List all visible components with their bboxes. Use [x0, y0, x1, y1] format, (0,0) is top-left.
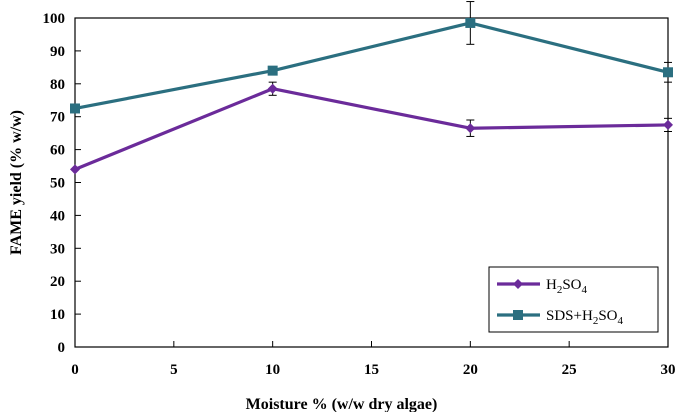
y-tick-label: 40 [50, 208, 65, 224]
series-sds-h2so4 [70, 1, 673, 114]
data-point [267, 65, 278, 76]
data-point [267, 83, 278, 94]
legend-label: H2SO4 [546, 277, 588, 296]
data-point [70, 103, 80, 114]
series-line [74, 87, 669, 171]
y-tick-label: 90 [50, 44, 65, 60]
y-tick-label: 80 [50, 77, 65, 93]
y-tick-label: 10 [50, 307, 65, 323]
y-tick-label: 30 [50, 241, 65, 257]
data-point [465, 17, 476, 28]
data-point [663, 67, 673, 78]
series-line [74, 21, 669, 111]
x-tick-label: 25 [562, 362, 577, 378]
legend-marker [513, 279, 523, 289]
legend-label: SDS+H2SO4 [546, 308, 624, 327]
axes: 0 10 20 30 40 50 60 70 80 90 100 0 5 10 15 20 25 30 [43, 11, 676, 378]
legend: H2SO4 SDS+H2SO4 [488, 266, 659, 333]
y-tick-label: 0 [58, 340, 66, 356]
y-tick-label: 20 [50, 274, 65, 290]
x-tick-label: 15 [364, 362, 379, 378]
legend-box [488, 266, 659, 333]
series-h2so4 [70, 81, 673, 175]
y-tick-label: 50 [50, 176, 65, 192]
series-layer [70, 1, 673, 175]
x-tick-label: 10 [265, 362, 280, 378]
y-tick-label: 60 [50, 143, 65, 159]
data-point [465, 123, 476, 134]
data-point [663, 119, 673, 130]
x-tick-label: 30 [661, 362, 676, 378]
legend-marker [513, 310, 523, 320]
y-tick-label: 70 [50, 110, 65, 126]
y-axis-title: FAME yield (% w/w) [8, 110, 25, 255]
y-tick-label: 100 [43, 11, 66, 27]
x-axis-title: Moisture % (w/w dry algae) [246, 396, 438, 412]
data-point [70, 164, 80, 175]
x-tick-label: 0 [71, 362, 79, 378]
x-tick-label: 20 [463, 362, 478, 378]
x-tick-label: 5 [170, 362, 178, 378]
